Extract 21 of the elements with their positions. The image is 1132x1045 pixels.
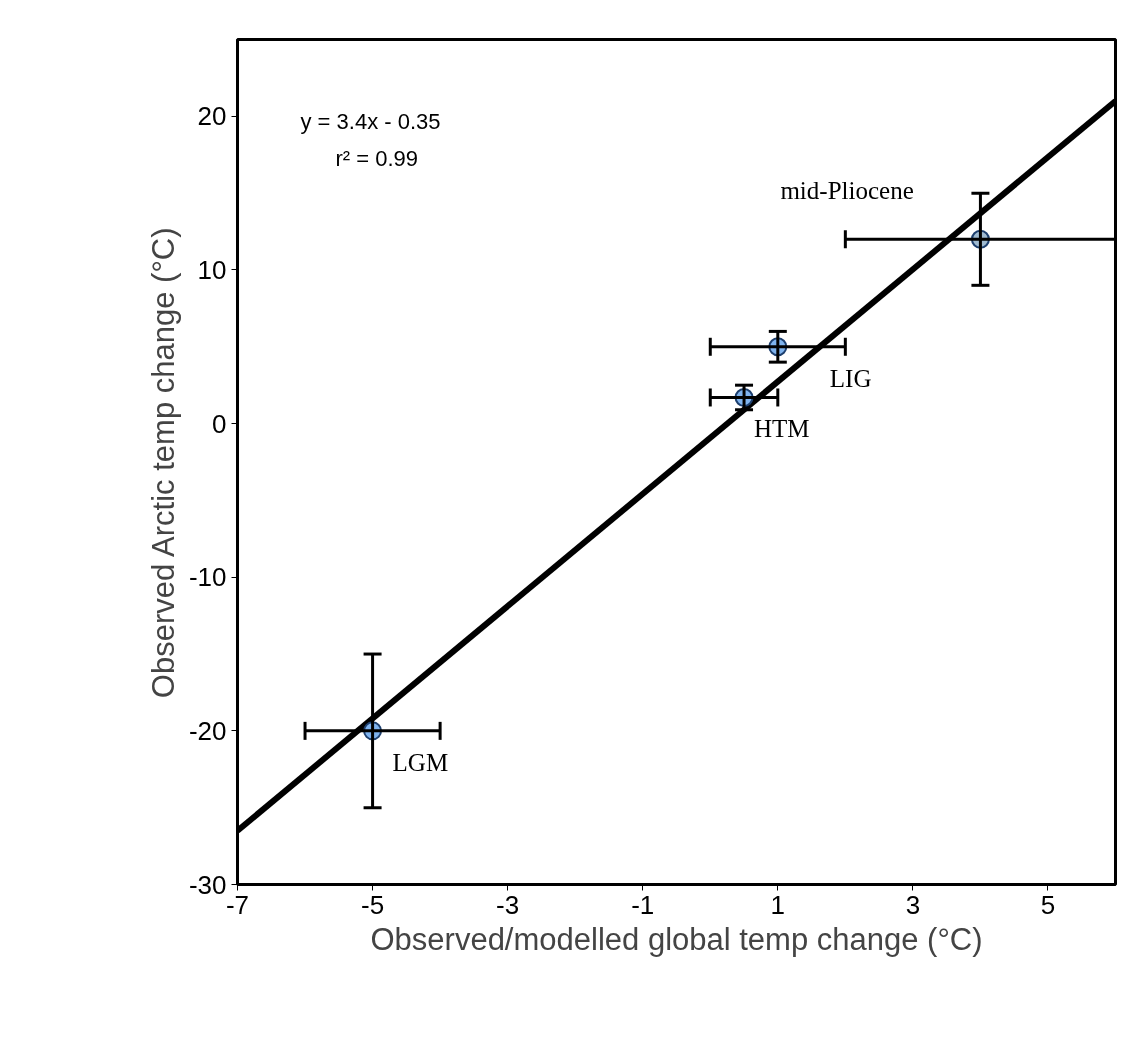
annotation: HTM <box>754 415 810 443</box>
x-tick-label: -5 <box>361 889 385 920</box>
annotation: y = 3.4x - 0.35 <box>300 108 441 134</box>
y-tick-label: -10 <box>188 562 227 593</box>
x-axis-title: Observed/modelled global temp change (°C) <box>370 921 983 957</box>
y-axis-title: Observed Arctic temp change (°C) <box>145 227 181 699</box>
annotation: LGM <box>392 748 449 776</box>
x-tick-label: 3 <box>905 889 921 920</box>
y-tick-label: -20 <box>188 715 227 746</box>
x-tick-label: 5 <box>1040 889 1056 920</box>
y-tick-label: 0 <box>212 408 227 439</box>
x-tick-label: -3 <box>496 889 520 920</box>
annotation: mid-Pliocene <box>780 177 914 205</box>
annotation: LIG <box>829 364 872 392</box>
x-tick-label: -1 <box>631 889 655 920</box>
y-tick-label: 10 <box>197 254 227 285</box>
y-tick-label: 20 <box>197 101 227 132</box>
y-tick-label: -30 <box>188 869 227 900</box>
annotation: r² = 0.99 <box>335 145 419 171</box>
x-tick-label: -7 <box>225 889 250 920</box>
x-tick-label: 1 <box>770 889 786 920</box>
